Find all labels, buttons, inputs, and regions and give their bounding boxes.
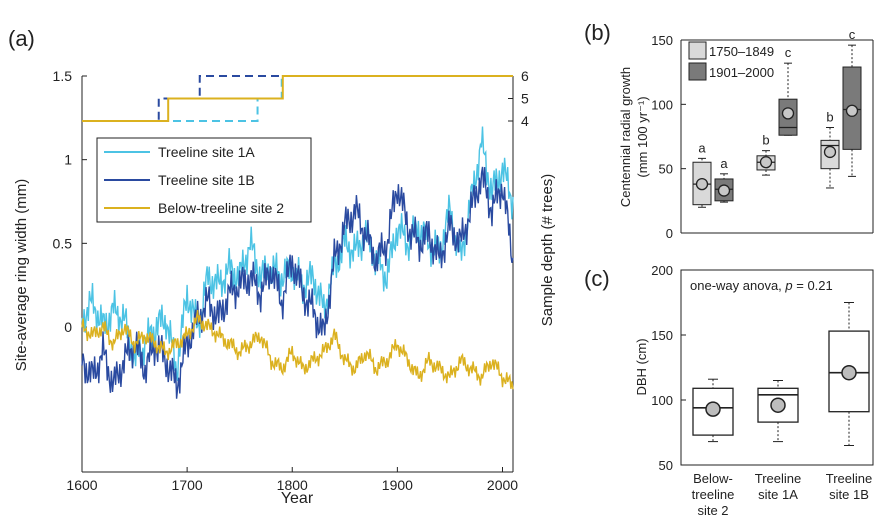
x-tick-label-1800: 1800 — [277, 477, 308, 493]
panel-b-label: (b) — [584, 20, 611, 45]
panel-b-y-axis-label-line2: (mm 100 yr⁻¹) — [635, 96, 650, 177]
legend-label-site1a: Treeline site 1A — [158, 144, 255, 160]
b-box-1-0-mean — [759, 156, 773, 169]
series-line-2 — [81, 309, 514, 390]
y2-tick-label-6: 6 — [521, 68, 529, 84]
c-box-1-box — [757, 387, 799, 423]
c-x-label-2-0: Treeline — [826, 471, 872, 486]
panel-b-y-axis-label-line1: Centennial radial growth — [618, 67, 633, 207]
c-y-tick-label-200: 200 — [651, 263, 673, 278]
b-box-2-0-mean — [823, 145, 837, 159]
b-y-tick-label-100: 100 — [651, 97, 673, 112]
series-line-1 — [81, 166, 514, 399]
b-box-1-1-mean — [781, 107, 795, 120]
panel-c-annotation: one-way anova, p = 0.21 — [690, 278, 833, 293]
c-x-label-0-0: Below- — [693, 471, 733, 486]
c-y-tick-label-50: 50 — [659, 458, 673, 473]
panel-a-legend: Treeline site 1A Treeline site 1B Below-… — [96, 137, 312, 223]
y2-tick-label-5: 5 — [521, 91, 529, 107]
panel-b-boxes: aa b c b c — [692, 27, 862, 208]
c-x-label-0-2: site 2 — [697, 503, 728, 518]
panel-b-y-ticks: 0 50 100 150 — [651, 33, 686, 241]
sample-depth-line-1 — [82, 75, 513, 122]
panel-a-y-axis-label: Site-average ring width (mm) — [13, 179, 30, 372]
y2-tick-label-4: 4 — [521, 113, 529, 129]
sample-depth-line-2 — [82, 75, 513, 122]
y-tick-label-1: 1 — [64, 152, 72, 168]
panel-a-x-ticks: 1600 1700 1800 1900 2000 — [66, 467, 518, 493]
y-tick-label-1.5: 1.5 — [53, 68, 73, 84]
panel-b-centennial-growth-chart: (b) 0 50 100 150 aa b c b c Centennial radial g… — [584, 20, 874, 241]
panel-a-y2-axis-label: Sample depth (# trees) — [539, 174, 556, 327]
b-box-2-0-letter: b — [826, 109, 833, 124]
panel-a-ring-width-chart: (a) 1600 1700 1800 1900 2000 0 0.5 1 1.5 4 5 6 Ye… — [8, 26, 556, 507]
legend-label-1750-1849: 1750–1849 — [709, 44, 774, 59]
c-box-0-mean — [705, 401, 721, 417]
panel-a-x-axis-label: Year — [281, 490, 314, 507]
panel-c-y-ticks: 50 100 150 200 — [651, 263, 686, 473]
panel-a-y-ticks: 0 0.5 1 1.5 — [53, 68, 87, 335]
x-tick-label-1600: 1600 — [66, 477, 97, 493]
legend-swatch-1750-1849 — [688, 41, 707, 60]
panel-c-boxes — [692, 302, 870, 446]
anova-suffix: = 0.21 — [793, 278, 833, 293]
x-tick-label-1900: 1900 — [382, 477, 413, 493]
c-x-label-1-0: Treeline — [755, 471, 801, 486]
anova-p: p — [784, 278, 792, 293]
b-box-0-0-mean — [695, 177, 709, 191]
legend-swatch-1901-2000 — [688, 62, 707, 81]
b-box-2-1-mean — [845, 104, 859, 117]
panel-c-y-axis-label: DBH (cm) — [634, 338, 649, 395]
b-box-2-1-letter: c — [849, 27, 856, 42]
panel-a-y2-ticks: 4 5 6 — [508, 68, 529, 129]
b-box-1-1-letter: c — [785, 45, 792, 60]
anova-prefix: one-way anova, — [690, 278, 785, 293]
c-x-label-0-1: treeline — [692, 487, 735, 502]
c-y-tick-label-150: 150 — [651, 328, 673, 343]
sample-depth-lines — [82, 75, 513, 122]
legend-label-1901-2000: 1901–2000 — [709, 65, 774, 80]
panel-c-label: (c) — [584, 266, 610, 291]
b-y-tick-label-150: 150 — [651, 33, 673, 48]
b-box-0-1-letter: a — [720, 156, 728, 171]
panel-b-legend: 1750–1849 1901–2000 — [688, 41, 774, 81]
x-tick-label-1700: 1700 — [172, 477, 203, 493]
y-tick-label-0: 0 — [64, 319, 72, 335]
c-x-label-2-1: site 1B — [829, 487, 869, 502]
sample-depth-line-0 — [82, 75, 513, 122]
panel-c-frame — [680, 269, 874, 466]
b-y-tick-label-50: 50 — [659, 162, 673, 177]
b-box-1-0-letter: b — [762, 133, 769, 148]
c-x-label-1-1: site 1A — [758, 487, 798, 502]
b-y-tick-label-0: 0 — [666, 226, 673, 241]
c-box-1-mean — [770, 397, 786, 413]
b-box-0-0-letter: a — [698, 140, 706, 155]
y-tick-label-0.5: 0.5 — [53, 235, 73, 251]
legend-label-site1b: Treeline site 1B — [158, 172, 255, 188]
c-box-2-box — [828, 330, 870, 413]
legend-label-site2: Below-treeline site 2 — [158, 200, 284, 216]
ring-width-series — [81, 126, 514, 399]
x-tick-label-2000: 2000 — [487, 477, 518, 493]
c-y-tick-label-100: 100 — [651, 393, 673, 408]
panel-a-label: (a) — [8, 26, 35, 51]
b-box-0-1-mean — [717, 184, 731, 197]
c-box-2-mean — [841, 364, 857, 381]
